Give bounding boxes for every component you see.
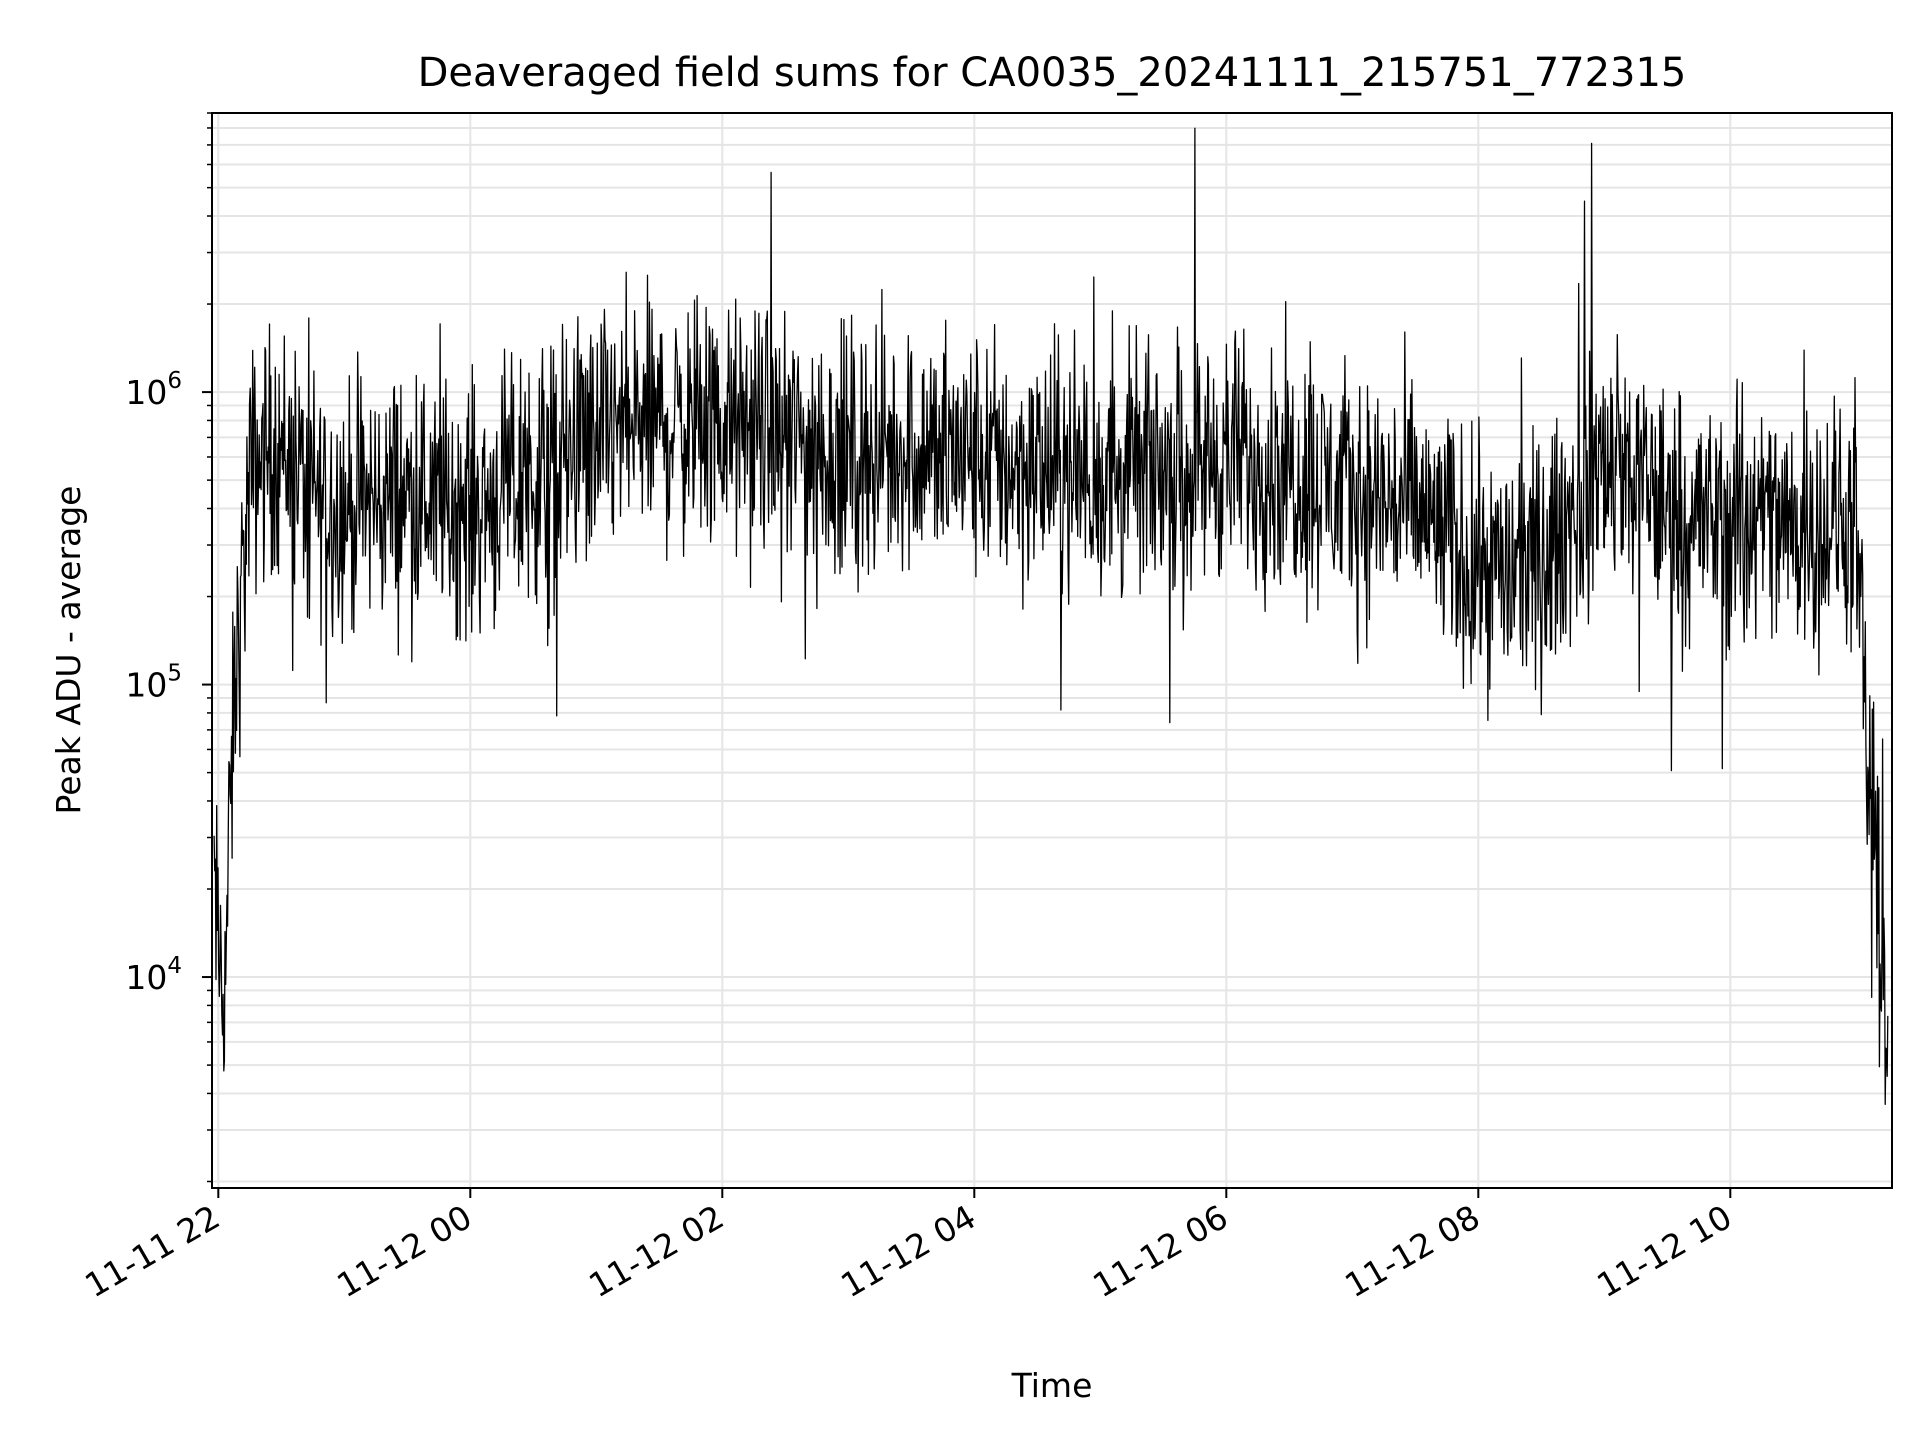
- series-line: [213, 127, 1889, 1106]
- y-axis-ticks: 104 105 106: [125, 112, 212, 1183]
- y-axis-label: Peak ADU - average: [49, 486, 88, 815]
- grid: [212, 112, 1892, 1188]
- y-tick-label: 105: [125, 661, 182, 705]
- y-tick-label: 104: [125, 953, 182, 997]
- y-tick-label: 106: [125, 368, 182, 412]
- plot-frame: [211, 112, 1893, 1189]
- data-series: [213, 127, 1889, 1106]
- chart-title: Deaveraged field sums for CA0035_2024111…: [418, 50, 1687, 96]
- x-axis-label: Time: [1011, 1366, 1093, 1405]
